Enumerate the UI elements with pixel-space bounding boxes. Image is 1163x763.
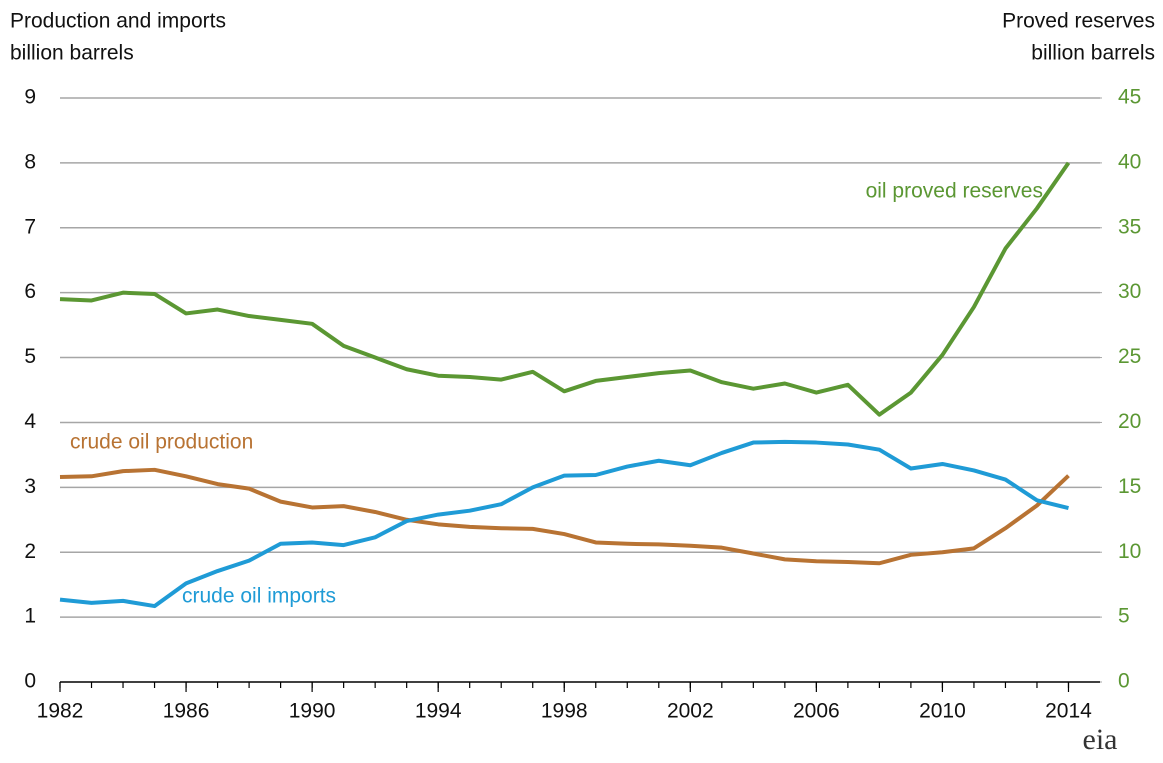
y2-tick-label: 35	[1118, 215, 1141, 238]
y2-axis-title: Proved reserves	[1002, 10, 1155, 33]
series-label: oil proved reserves	[866, 180, 1043, 203]
y-tick-label: 1	[24, 605, 36, 628]
logo: eia	[1083, 723, 1118, 756]
y2-tick-label: 20	[1118, 410, 1141, 433]
y-tick-label: 9	[24, 86, 36, 109]
y2-tick-label: 45	[1118, 86, 1141, 109]
y-tick-label: 8	[24, 150, 36, 173]
y-tick-label: 4	[24, 410, 36, 433]
series-label: crude oil production	[70, 431, 253, 454]
y-axis-title: billion barrels	[10, 42, 134, 65]
x-tick-label: 2010	[919, 700, 966, 723]
y-axis-title: Production and imports	[10, 10, 226, 33]
y2-tick-label: 40	[1118, 150, 1141, 173]
y-tick-label: 6	[24, 280, 36, 303]
y2-tick-label: 30	[1118, 280, 1141, 303]
y-tick-label: 7	[24, 215, 36, 238]
y-tick-label: 2	[24, 540, 36, 563]
series-label: crude oil imports	[182, 585, 336, 608]
x-tick-label: 1998	[541, 700, 588, 723]
x-tick-label: 2002	[667, 700, 714, 723]
y-tick-label: 0	[24, 670, 36, 693]
x-tick-label: 2006	[793, 700, 840, 723]
y2-tick-label: 25	[1118, 345, 1141, 368]
y2-axis-title: billion barrels	[1031, 42, 1155, 65]
y2-tick-label: 15	[1118, 475, 1141, 498]
line-series	[59, 439, 1069, 609]
x-tick-label: 1982	[37, 700, 84, 723]
line-series	[59, 161, 1071, 417]
x-tick-label: 1994	[415, 700, 462, 723]
y2-tick-label: 5	[1118, 605, 1130, 628]
x-tick-label: 1986	[163, 700, 210, 723]
line-series	[59, 467, 1070, 566]
y-tick-label: 5	[24, 345, 36, 368]
x-tick-label: 2014	[1045, 700, 1092, 723]
y2-tick-label: 0	[1118, 670, 1130, 693]
y2-tick-label: 10	[1118, 540, 1141, 563]
y-tick-label: 3	[24, 475, 36, 498]
x-tick-label: 1990	[289, 700, 336, 723]
